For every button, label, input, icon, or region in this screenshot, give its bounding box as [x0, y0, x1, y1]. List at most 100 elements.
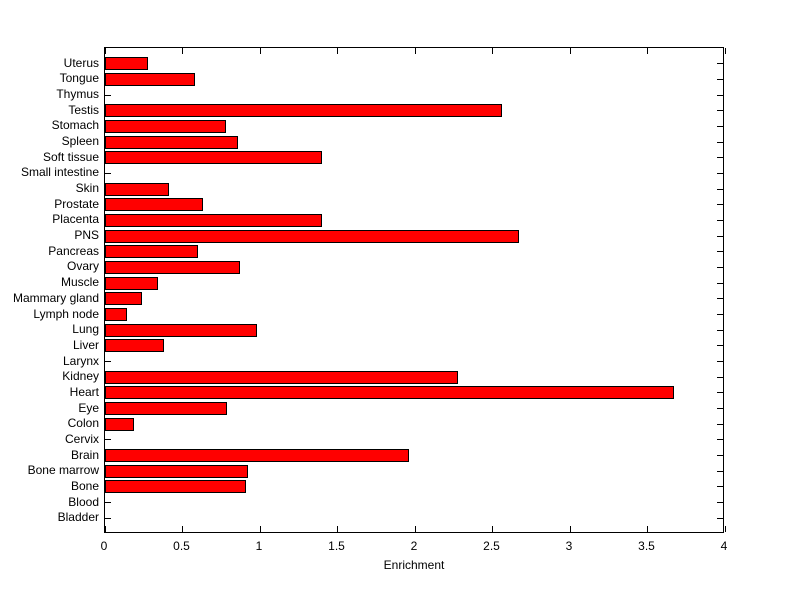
bar	[105, 402, 228, 416]
y-tick-label: Muscle	[60, 275, 99, 290]
x-tick	[414, 48, 416, 54]
y-tick	[717, 517, 723, 519]
y-tick-label: Small intestine	[20, 165, 99, 180]
bar	[105, 72, 195, 86]
plot-area	[104, 47, 726, 533]
y-tick	[717, 361, 723, 363]
y-tick-label: Larynx	[62, 353, 99, 368]
y-tick	[717, 94, 723, 96]
x-tick-label: 3	[565, 539, 573, 553]
y-tick-label: Prostate	[54, 196, 99, 211]
x-tick	[104, 48, 106, 54]
y-tick	[717, 455, 723, 457]
x-tick	[337, 48, 338, 54]
bar	[105, 339, 164, 353]
y-tick-label: Lymph node	[33, 306, 99, 321]
y-tick	[717, 78, 723, 80]
y-tick-label: Cervix	[64, 431, 99, 446]
y-tick-label: Blood	[68, 494, 99, 509]
y-tick-label: Liver	[72, 337, 99, 352]
x-tick	[724, 526, 726, 532]
y-tick-label: Tongue	[59, 71, 99, 86]
y-tick-label: Brain	[70, 447, 99, 462]
y-tick	[717, 110, 723, 112]
y-tick-label: Soft tissue	[42, 149, 99, 164]
y-tick-label: Pancreas	[48, 243, 99, 258]
y-tick-label: Spleen	[61, 134, 99, 149]
bar	[105, 182, 169, 196]
y-tick-label: Thymus	[56, 87, 99, 102]
y-tick-label: Kidney	[62, 369, 99, 384]
x-tick	[337, 526, 338, 532]
y-tick-label: Testis	[68, 102, 99, 117]
y-tick	[717, 235, 723, 237]
x-tick	[414, 526, 416, 532]
x-tick	[492, 526, 493, 532]
y-tick	[717, 392, 723, 394]
y-tick	[717, 439, 723, 441]
bar	[105, 386, 674, 400]
y-tick	[717, 376, 723, 378]
y-tick	[717, 486, 723, 488]
x-tick	[647, 526, 648, 532]
y-tick	[105, 94, 111, 96]
x-tick-label: 4	[720, 539, 728, 553]
x-tick-label: 3.5	[638, 539, 655, 553]
y-tick-label: Lung	[72, 322, 99, 337]
x-tick-label: 0.5	[173, 539, 190, 553]
bar	[105, 417, 135, 431]
bar	[105, 323, 257, 337]
x-tick	[182, 48, 183, 54]
x-tick	[647, 48, 648, 54]
x-tick	[259, 48, 261, 54]
y-tick	[105, 439, 111, 441]
y-tick	[717, 314, 723, 316]
bar	[105, 464, 248, 478]
y-tick	[717, 282, 723, 284]
bar	[105, 198, 203, 212]
y-tick	[717, 251, 723, 253]
x-tick-label: 2.5	[483, 539, 500, 553]
y-tick-label: Mammary gland	[12, 290, 99, 305]
x-tick	[569, 526, 571, 532]
y-tick-label: Eye	[78, 400, 99, 415]
bar	[105, 119, 226, 133]
x-tick-label: 1.5	[328, 539, 345, 553]
y-tick-label: PNS	[74, 228, 99, 243]
y-tick	[717, 157, 723, 159]
y-tick	[717, 423, 723, 425]
y-tick-label: Bone marrow	[27, 463, 99, 478]
y-tick	[717, 188, 723, 190]
y-tick-label: Colon	[67, 416, 99, 431]
x-axis-label: Enrichment	[383, 558, 445, 572]
y-tick	[717, 141, 723, 143]
y-tick	[717, 125, 723, 127]
y-tick	[105, 361, 111, 363]
x-tick	[104, 526, 106, 532]
y-tick	[717, 408, 723, 410]
y-tick	[717, 172, 723, 174]
x-tick-label: 0	[100, 539, 108, 553]
y-tick-label: Bone	[70, 478, 99, 493]
y-tick-label: Placenta	[52, 212, 99, 227]
x-tick	[569, 48, 571, 54]
y-tick	[105, 172, 111, 174]
bar	[105, 245, 198, 259]
y-tick	[717, 63, 723, 65]
y-tick	[717, 298, 723, 300]
x-tick	[182, 526, 183, 532]
x-tick	[492, 48, 493, 54]
y-tick	[717, 266, 723, 268]
bar	[105, 449, 409, 463]
y-tick-label: Skin	[75, 181, 99, 196]
x-tick-label: 2	[410, 539, 418, 553]
y-tick	[717, 345, 723, 347]
y-tick	[717, 204, 723, 206]
y-tick	[717, 329, 723, 331]
y-tick-label: Stomach	[51, 118, 99, 133]
bar	[105, 260, 240, 274]
bar	[105, 151, 322, 165]
y-tick-label: Ovary	[66, 259, 99, 274]
bar	[105, 213, 322, 227]
bar	[105, 229, 519, 243]
